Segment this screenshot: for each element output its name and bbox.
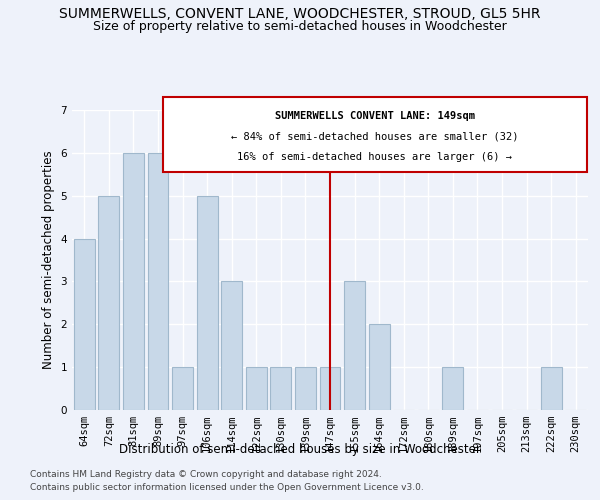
Text: Distribution of semi-detached houses by size in Woodchester: Distribution of semi-detached houses by … [119,442,481,456]
Bar [74,238,95,410]
Bar [148,153,169,410]
Bar [541,367,562,410]
Bar [98,196,119,410]
Text: ← 84% of semi-detached houses are smaller (32): ← 84% of semi-detached houses are smalle… [231,132,518,142]
Bar [442,367,463,410]
Bar [221,282,242,410]
Text: SUMMERWELLS, CONVENT LANE, WOODCHESTER, STROUD, GL5 5HR: SUMMERWELLS, CONVENT LANE, WOODCHESTER, … [59,8,541,22]
Bar [172,367,193,410]
Bar [197,196,218,410]
Text: Contains HM Land Registry data © Crown copyright and database right 2024.: Contains HM Land Registry data © Crown c… [30,470,382,479]
FancyBboxPatch shape [163,97,587,172]
Bar [295,367,316,410]
Bar [123,153,144,410]
Text: SUMMERWELLS CONVENT LANE: 149sqm: SUMMERWELLS CONVENT LANE: 149sqm [275,111,475,121]
Text: Size of property relative to semi-detached houses in Woodchester: Size of property relative to semi-detach… [93,20,507,33]
Bar [246,367,267,410]
Bar [271,367,292,410]
Bar [320,367,340,410]
Text: 16% of semi-detached houses are larger (6) →: 16% of semi-detached houses are larger (… [238,152,512,162]
Bar [368,324,389,410]
Y-axis label: Number of semi-detached properties: Number of semi-detached properties [42,150,55,370]
Text: Contains public sector information licensed under the Open Government Licence v3: Contains public sector information licen… [30,482,424,492]
Bar [344,282,365,410]
